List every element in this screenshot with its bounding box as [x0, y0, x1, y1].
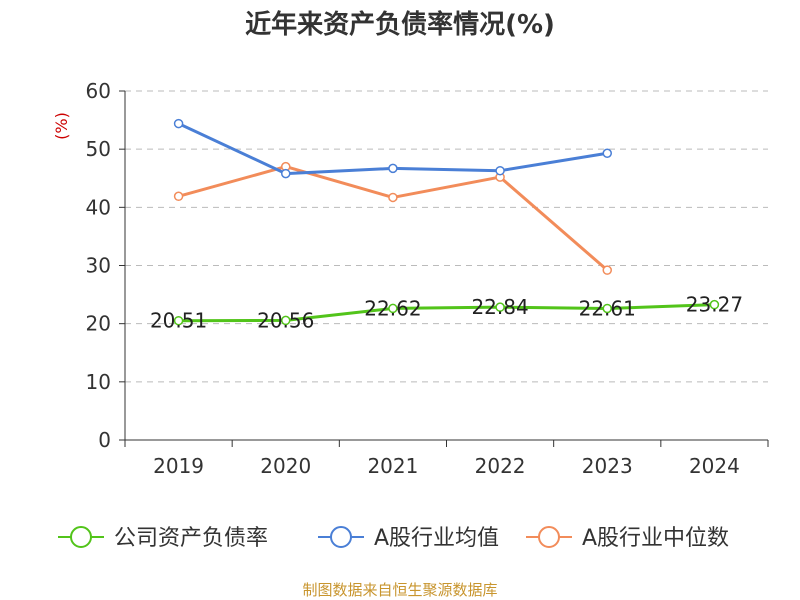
data-point [602, 265, 612, 275]
legend-label: 公司资产负债率 [114, 526, 268, 551]
legend-item-2: A股行业均值 [318, 526, 499, 551]
data-point [281, 168, 291, 179]
legend-label: A股行业均值 [374, 526, 499, 551]
y-axis-label: (%) [52, 112, 71, 140]
data-point [495, 165, 505, 176]
data-label: 20.56 [257, 308, 314, 332]
y-tick-label: 60 [86, 79, 111, 103]
grid-lines [125, 90, 768, 383]
series-2 [173, 118, 612, 179]
data-point [281, 315, 291, 326]
legend-item-1: 公司资产负债率 [58, 526, 268, 551]
data-label: 20.51 [150, 309, 207, 333]
data-point [173, 118, 184, 129]
y-tick-label: 40 [86, 195, 111, 219]
y-tick-label: 30 [86, 254, 111, 278]
data-label: 22.62 [364, 296, 421, 320]
data-labels: 20.51 20.56 22.62 22.84 22.61 23.27 [150, 293, 743, 333]
data-point [602, 148, 612, 158]
source-note: 制图数据来自恒生聚源数据库 [302, 581, 498, 599]
x-tick-label: 2019 [153, 454, 204, 478]
x-tick-label: 2021 [367, 454, 418, 478]
x-tick-label: 2022 [475, 454, 526, 478]
legend-label: A股行业中位数 [582, 526, 729, 551]
y-tick-label: 10 [86, 370, 111, 394]
legend: 公司资产负债率 A股行业均值 A股行业中位数 [58, 526, 729, 551]
legend-marker [70, 526, 92, 548]
y-tick-label: 50 [86, 137, 111, 161]
data-label: 23.27 [686, 293, 743, 317]
data-label: 22.84 [471, 295, 528, 319]
legend-marker [538, 526, 560, 548]
x-tick-label: 2020 [260, 454, 311, 478]
x-tick-label: 2023 [582, 454, 633, 478]
data-point [602, 303, 612, 314]
data-point [709, 299, 720, 310]
data-point [388, 303, 398, 314]
legend-marker [330, 526, 352, 548]
series-line [178, 165, 609, 272]
legend-item-3: A股行业中位数 [526, 526, 729, 551]
data-point [495, 302, 505, 312]
series-3 [173, 161, 612, 275]
series-line [178, 303, 715, 323]
y-tick-label: 0 [98, 428, 111, 452]
data-point [173, 191, 184, 202]
x-tick-label: 2024 [689, 454, 740, 478]
axes: 0 10 20 30 40 50 60 2019 2020 2021 2022 2023 2024 [86, 79, 769, 478]
data-point [173, 315, 184, 326]
series-1 [173, 299, 720, 326]
chart-title: 近年来资产负债率情况(%) [245, 10, 555, 40]
series-lines [173, 118, 720, 326]
data-point [388, 192, 398, 203]
data-label: 22.61 [579, 296, 636, 320]
data-point [388, 163, 398, 174]
y-tick-label: 20 [86, 312, 111, 336]
